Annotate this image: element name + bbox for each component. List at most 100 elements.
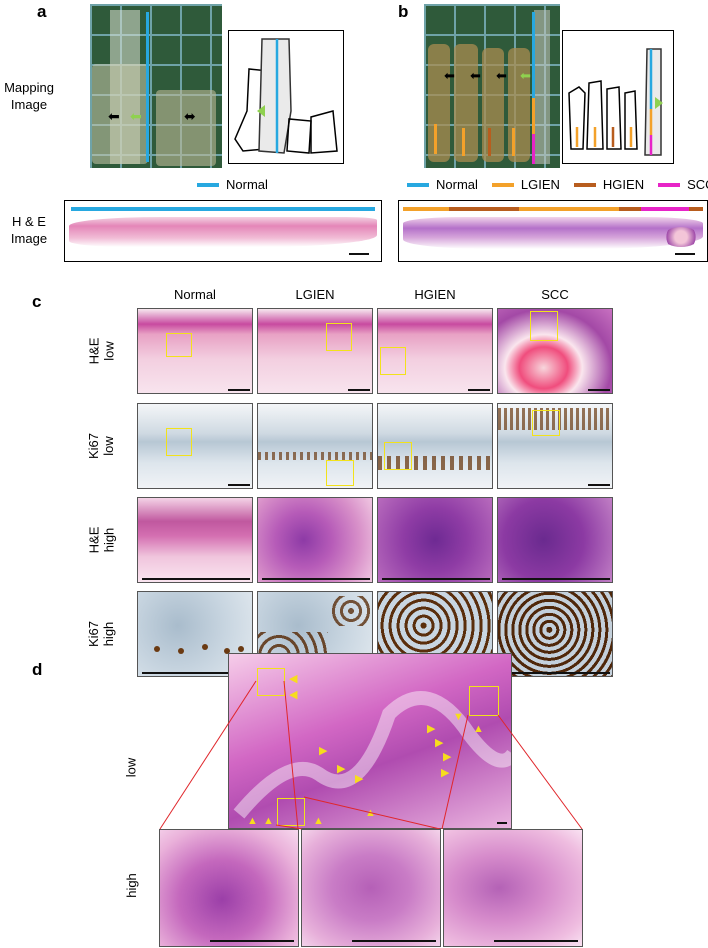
image-normal-he-high — [137, 497, 253, 583]
scale-bar — [142, 578, 250, 580]
lgien-mapping-line — [462, 128, 465, 156]
lgien-mapping-line — [512, 128, 515, 156]
ki67-nucleus — [178, 648, 184, 654]
roi-box — [532, 410, 560, 436]
lgien-annotation-bar — [403, 207, 449, 211]
scale-bar — [349, 253, 369, 255]
arrowhead-icon: ▶ — [443, 751, 452, 763]
legend-swatch-lgien — [491, 182, 514, 187]
scale-bar — [588, 389, 610, 391]
image-hgien-he-low — [377, 308, 493, 394]
roi-box — [326, 460, 354, 486]
arrowhead-icon: ▲ — [263, 815, 274, 827]
mapping-label-line2: Image — [10, 97, 48, 112]
ki67-nucleus — [202, 644, 208, 650]
ki67-positive-band — [258, 452, 372, 460]
scc-nodule — [663, 227, 699, 247]
panel-label-b: b — [398, 2, 409, 21]
arrowhead-icon: ▶ — [435, 737, 444, 749]
legend-b: Normal LGIEN HGIEN SCC — [407, 177, 708, 192]
image-normal-ki67-low — [137, 403, 253, 489]
he-label-line2: Image — [10, 231, 48, 246]
legend-swatch-normal — [407, 182, 429, 187]
roi-box — [469, 686, 499, 716]
image-scc-he-high — [497, 497, 613, 583]
col-header-normal: Normal — [174, 287, 216, 302]
scale-bar — [468, 389, 490, 391]
legend-label-scc: SCC — [687, 177, 708, 192]
legend-swatch-normal — [197, 182, 219, 187]
tissue-piece — [156, 90, 216, 166]
legend-swatch-scc — [658, 182, 681, 187]
scc-mapping-line — [532, 134, 535, 164]
legend-item-normal: Normal — [407, 177, 478, 192]
he-strip-a — [64, 200, 382, 262]
ki67-nucleus — [154, 646, 160, 652]
ki67-positive-band — [378, 456, 492, 470]
roi-box — [380, 347, 406, 375]
tissue-piece — [482, 48, 504, 162]
legend-a: Normal — [197, 177, 268, 192]
scc-annotation-bar — [641, 207, 689, 211]
scale-bar — [494, 940, 578, 942]
tissue-strip — [534, 10, 550, 164]
roi-box — [384, 442, 412, 470]
black-arrow-icon: ⬅ — [444, 68, 455, 83]
col-header-scc: SCC — [541, 287, 569, 302]
panel-label-a: a — [37, 2, 47, 21]
scale-bar — [228, 484, 250, 486]
scale-bar — [348, 389, 370, 391]
image-normal-he-low — [137, 308, 253, 394]
scale-bar — [502, 672, 610, 674]
he-strip-b — [398, 200, 708, 262]
black-arrow-icon: ⬌ — [184, 108, 196, 124]
image-scc-ki67-high — [497, 591, 613, 677]
legend-swatch-hgien — [573, 182, 596, 187]
mapping-photo-b: ⬅ ⬅ ⬅ ⬅ — [424, 4, 560, 168]
hgien-annotation-bar — [689, 207, 703, 211]
col-header-lgien: LGIEN — [295, 287, 335, 302]
normal-mapping-line — [146, 12, 149, 162]
black-arrow-icon: ⬅ — [108, 108, 120, 124]
roi-box — [530, 311, 558, 341]
arrowhead-icon: ▶ — [427, 723, 436, 735]
he-label-line1: H & E — [12, 214, 46, 229]
green-arrow-icon: ⬅ — [130, 108, 142, 124]
image-hgien-he-high — [377, 497, 493, 583]
legend-label-normal: Normal — [436, 177, 478, 192]
scale-bar — [382, 578, 490, 580]
mapping-image-label: Mapping Image — [0, 79, 58, 113]
mapping-sketch-a — [234, 38, 338, 154]
d-low-overlay — [233, 691, 511, 819]
scale-bar — [142, 672, 250, 674]
image-d-low: ◀ ◀ ▶ ▶ ▶ ▲ ▲ ▲ ▲ ▶ ▶ ▶ ▶ ▼ ▲ — [228, 653, 512, 829]
tissue-piece — [92, 64, 148, 164]
scale-bar — [675, 253, 695, 255]
image-lgien-he-low — [257, 308, 373, 394]
scale-bar — [352, 940, 436, 942]
tissue-piece — [428, 44, 450, 162]
scale-bar — [588, 484, 610, 486]
ki67-nucleus — [224, 648, 230, 654]
legend-label-hgien: HGIEN — [602, 177, 645, 192]
image-d-high-2 — [301, 829, 441, 947]
mapping-photo-a: ⬅ ⬅ ⬌ — [90, 4, 222, 168]
image-scc-he-low — [497, 308, 613, 394]
hgien-annotation-bar — [449, 207, 519, 211]
green-arrow-icon: ⬅ — [520, 68, 531, 83]
arrowhead-icon: ▲ — [247, 815, 258, 827]
legend-item-lgien: LGIEN — [491, 177, 560, 192]
scale-bar — [210, 940, 294, 942]
roi-box — [166, 428, 192, 456]
hgien-annotation-bar — [619, 207, 641, 211]
image-lgien-he-high — [257, 497, 373, 583]
scale-bar — [502, 578, 610, 580]
mapping-diagram-b — [562, 30, 674, 164]
black-arrow-icon: ⬅ — [470, 68, 481, 83]
lgien-mapping-line — [532, 98, 535, 134]
mapping-label-line1: Mapping — [4, 80, 54, 95]
he-tissue-b — [403, 217, 703, 249]
arrowhead-icon: ▲ — [313, 815, 324, 827]
arrowhead-icon: ◀ — [289, 673, 298, 685]
